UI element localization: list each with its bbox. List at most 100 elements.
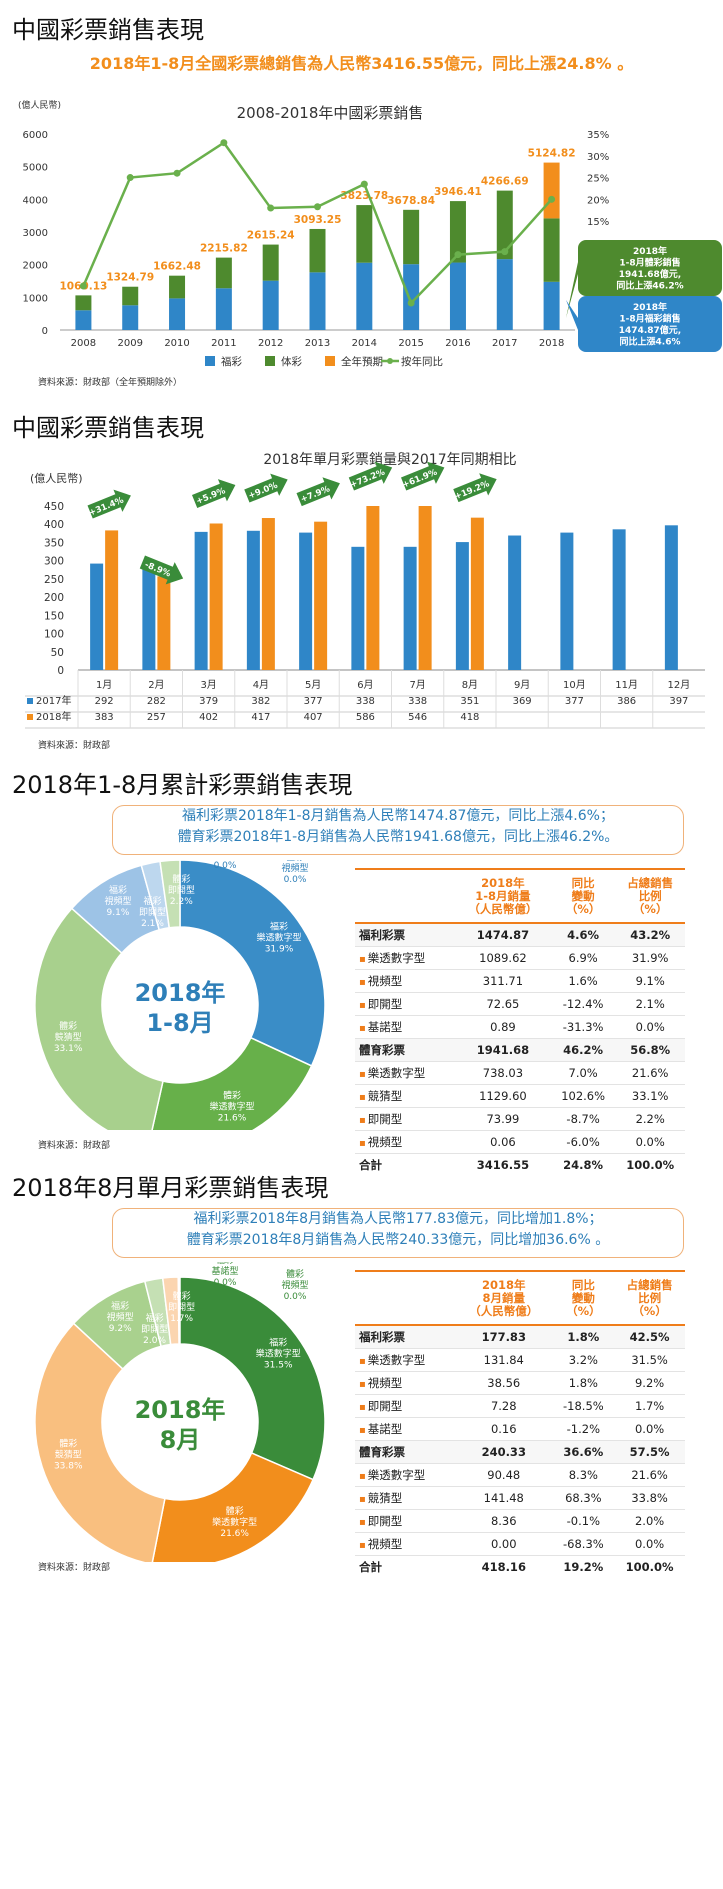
chart2-bar-2017 bbox=[560, 532, 574, 670]
chart2-table-2017-value: 351 bbox=[460, 696, 479, 707]
table-row-label: ▪ 競猜型 bbox=[355, 1486, 455, 1510]
chart1-title: 2008-2018年中國彩票銷售 bbox=[237, 104, 424, 122]
chart1-legend-swatch bbox=[205, 356, 215, 366]
section3-callout-line2: 體育彩票2018年1-8月銷售為人民幣1941.68億元，同比上漲46.2%。 bbox=[177, 829, 619, 845]
table-cell: 0.0% bbox=[615, 1130, 685, 1154]
chart1-bar-ticai bbox=[262, 244, 279, 281]
donut-slice-label: 福彩 bbox=[109, 884, 127, 896]
chart2-xtick: 6月 bbox=[357, 679, 373, 691]
donut-slice bbox=[179, 1276, 326, 1481]
table-cell: 0.89 bbox=[455, 1015, 551, 1039]
chart1-bar-ticai bbox=[75, 295, 92, 311]
chart2-ytick: 400 bbox=[44, 519, 64, 531]
table-cell: 240.33 bbox=[455, 1440, 553, 1464]
chart2-ytick: 300 bbox=[44, 556, 64, 568]
table-header-cell: 占總銷售 比例 （%） bbox=[614, 1272, 685, 1326]
chart2-bar-2018 bbox=[105, 530, 119, 670]
table-row: ▪ 即開型 7.28 -18.5% 1.7% bbox=[355, 1394, 685, 1418]
chart2-bar-2018 bbox=[209, 523, 223, 670]
section2-title: 中國彩票銷售表現 bbox=[12, 414, 204, 442]
chart2-xtick: 10月 bbox=[563, 679, 586, 691]
chart1-ytick: 5000 bbox=[23, 163, 48, 174]
chart2-bar-2017 bbox=[403, 546, 417, 670]
chart2-table-2018-value: 586 bbox=[356, 712, 375, 723]
table2-top-rule bbox=[355, 1270, 685, 1272]
bullet-icon: ▪ bbox=[359, 1494, 366, 1505]
table-cell: 102.6% bbox=[550, 1084, 616, 1108]
section4-callout-line1: 福利彩票2018年8月銷售為人民幣177.83億元，同比增加1.8%； bbox=[193, 1211, 603, 1227]
chart1-bar-ticai bbox=[215, 257, 232, 289]
table-cell: 21.6% bbox=[614, 1463, 685, 1487]
chart1-bar-ticai bbox=[543, 218, 560, 282]
table-row: 合計 3416.55 24.8% 100.0% bbox=[355, 1153, 685, 1176]
table-cell: 141.48 bbox=[455, 1486, 553, 1510]
table-row-label: ▪ 基諾型 bbox=[355, 1417, 455, 1441]
chart2-arrow-shape bbox=[192, 479, 236, 508]
donut-center-line2: 1-8月 bbox=[146, 1009, 213, 1037]
chart2-bar-2018 bbox=[314, 521, 328, 670]
chart2-ytick: 200 bbox=[44, 592, 64, 604]
table-cell: 2.0% bbox=[614, 1509, 685, 1533]
table-cell: -31.3% bbox=[550, 1015, 616, 1039]
table-cell: 43.2% bbox=[615, 923, 685, 947]
table-row-label: ▪ 樂透數字型 bbox=[355, 1061, 455, 1085]
chart2-change-arrow: +7.9% bbox=[296, 477, 340, 507]
chart2-bar-2018 bbox=[261, 518, 275, 670]
table-row-label: 體育彩票 bbox=[355, 1440, 455, 1464]
table-cell: 100.0% bbox=[614, 1555, 685, 1578]
donut-center-line1: 2018年 bbox=[135, 1396, 226, 1424]
chart1-xtick: 2013 bbox=[305, 338, 330, 349]
table-header-cell bbox=[355, 1272, 455, 1326]
chart1-bar-fucai bbox=[122, 305, 139, 330]
chart1-ytick: 0 bbox=[42, 326, 48, 337]
table-cell: 6.9% bbox=[550, 946, 616, 970]
chart2-arrow-shape bbox=[296, 477, 340, 507]
donut-slice-label: 2.1% bbox=[141, 919, 164, 929]
chart1-yoy-point bbox=[360, 180, 368, 188]
chart1-xtick: 2011 bbox=[211, 338, 236, 349]
table-row-label: ▪ 基諾型 bbox=[355, 1015, 455, 1039]
chart1-bar-ticai bbox=[496, 190, 513, 260]
table-cell: -1.2% bbox=[552, 1417, 615, 1441]
table-cell: 0.0% bbox=[614, 1417, 685, 1441]
chart2-bar-2017 bbox=[142, 567, 156, 670]
table-row-label: ▪ 樂透數字型 bbox=[355, 1348, 455, 1372]
table-row: ▪ 競猜型 1129.60 102.6% 33.1% bbox=[355, 1084, 685, 1108]
donut-slice-label: 視頻型 bbox=[107, 1311, 134, 1323]
table-cell: 38.56 bbox=[455, 1371, 553, 1395]
table-row: 合計 418.16 19.2% 100.0% bbox=[355, 1555, 685, 1578]
table-cell: 24.8% bbox=[550, 1153, 616, 1176]
table-cell: 0.16 bbox=[455, 1417, 553, 1441]
chart2-table-2018-value: 257 bbox=[147, 712, 166, 723]
section1-source: 資料來源：財政部（全年預期除外） bbox=[38, 378, 183, 388]
chart2-ytick: 50 bbox=[51, 647, 64, 659]
table-cell: -68.3% bbox=[552, 1532, 615, 1556]
chart2-legend-2018: 2018年 bbox=[36, 710, 71, 723]
table-cell: -6.0% bbox=[550, 1130, 616, 1154]
chart1-yoy-point bbox=[267, 204, 275, 212]
annual-sales-chart: 2008-2018年中國彩票銷售 (億人民幣) 6000 5000 4000 3000 20… bbox=[18, 99, 722, 368]
chart1-total-label: 3678.84 bbox=[387, 195, 435, 207]
chart1-bar-ticai bbox=[403, 209, 420, 265]
donut-slice-label: 競猜型 bbox=[55, 1448, 82, 1460]
table-row: ▪ 視頻型 38.56 1.8% 9.2% bbox=[355, 1371, 685, 1395]
bullet-icon: ▪ bbox=[359, 954, 366, 965]
bullet-icon: ▪ bbox=[359, 1000, 366, 1011]
chart1-legend-label: 福彩 bbox=[221, 355, 242, 368]
donut-slice-label: 2.2% bbox=[170, 897, 193, 907]
table-cell: 2.2% bbox=[615, 1107, 685, 1131]
table-row: ▪ 視頻型 0.06 -6.0% 0.0% bbox=[355, 1130, 685, 1154]
donut-center-line1: 2018年 bbox=[135, 979, 226, 1007]
table-header-cell bbox=[355, 870, 455, 924]
donut-slice-label: 福彩 bbox=[269, 1336, 287, 1348]
donut-slice-label: 1.7% bbox=[170, 1314, 193, 1324]
chart2-bar-2018 bbox=[418, 506, 432, 670]
table-header-cell: 2018年 1-8月銷量 （人民幣億） bbox=[455, 870, 551, 924]
chart2-arrow-shape bbox=[244, 473, 288, 503]
table-cell: 1089.62 bbox=[455, 946, 551, 970]
donut-slice-label: 體彩 bbox=[286, 860, 304, 863]
table-row: ▪ 即開型 73.99 -8.7% 2.2% bbox=[355, 1107, 685, 1131]
table-cell: 8.3% bbox=[552, 1463, 615, 1487]
table-row: 福利彩票 177.83 1.8% 42.5% bbox=[355, 1325, 685, 1349]
table-cell: 73.99 bbox=[455, 1107, 551, 1131]
